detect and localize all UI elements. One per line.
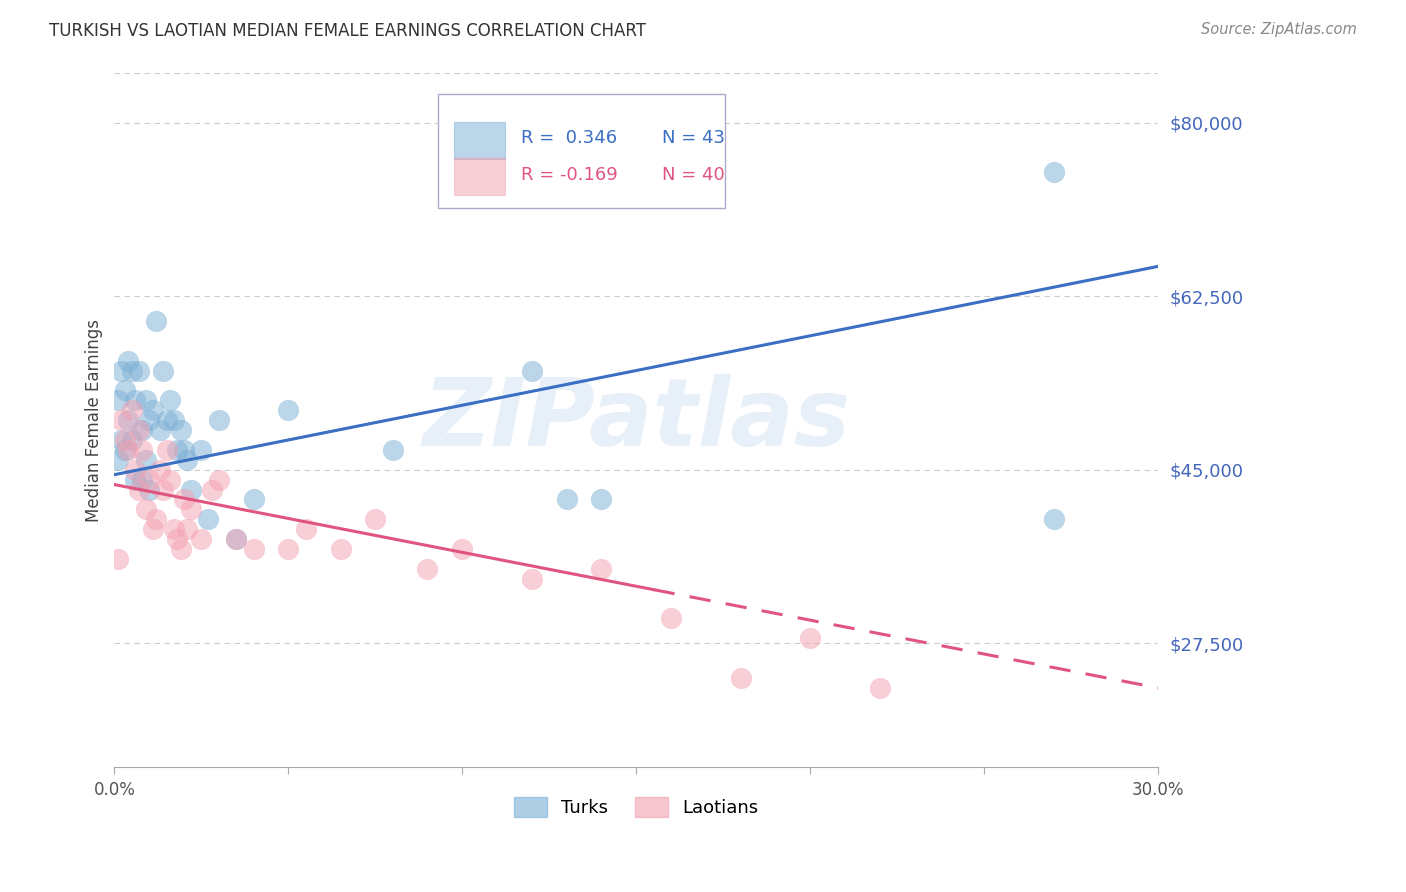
Point <box>142 403 165 417</box>
Point <box>107 552 129 566</box>
Point <box>277 403 299 417</box>
Point <box>242 542 264 557</box>
Point <box>124 393 146 408</box>
Point <box>208 473 231 487</box>
Point <box>138 413 160 427</box>
Point <box>166 532 188 546</box>
Text: TURKISH VS LAOTIAN MEDIAN FEMALE EARNINGS CORRELATION CHART: TURKISH VS LAOTIAN MEDIAN FEMALE EARNING… <box>49 22 647 40</box>
Point <box>152 363 174 377</box>
Point <box>180 483 202 497</box>
Point <box>201 483 224 497</box>
Point <box>110 363 132 377</box>
Point <box>110 413 132 427</box>
Point <box>124 473 146 487</box>
Point <box>149 463 172 477</box>
Point <box>225 532 247 546</box>
Point <box>242 492 264 507</box>
Text: Source: ZipAtlas.com: Source: ZipAtlas.com <box>1201 22 1357 37</box>
Point <box>114 384 136 398</box>
Text: R =  0.346: R = 0.346 <box>522 129 617 147</box>
Point <box>145 314 167 328</box>
Point <box>364 512 387 526</box>
Point <box>190 442 212 457</box>
Point <box>138 473 160 487</box>
Point <box>225 532 247 546</box>
Point <box>124 463 146 477</box>
Point <box>162 522 184 536</box>
Point <box>799 632 821 646</box>
Point <box>173 442 195 457</box>
Point <box>117 413 139 427</box>
Point <box>1042 165 1064 179</box>
Point <box>520 363 543 377</box>
Point <box>152 483 174 497</box>
Point <box>169 542 191 557</box>
Point <box>155 442 177 457</box>
Point <box>128 423 150 437</box>
Point <box>381 442 404 457</box>
Point <box>162 413 184 427</box>
Point <box>329 542 352 557</box>
Point <box>131 423 153 437</box>
Point <box>135 452 157 467</box>
Point <box>659 611 682 625</box>
FancyBboxPatch shape <box>454 158 505 195</box>
Point <box>135 502 157 516</box>
Point <box>197 512 219 526</box>
Point <box>107 393 129 408</box>
Point <box>416 562 439 576</box>
Point <box>117 353 139 368</box>
Point <box>1042 512 1064 526</box>
Point <box>121 363 143 377</box>
Point <box>149 423 172 437</box>
Point <box>128 363 150 377</box>
Point <box>155 413 177 427</box>
Point <box>145 512 167 526</box>
Point <box>730 671 752 685</box>
Point <box>117 442 139 457</box>
Point <box>294 522 316 536</box>
Point <box>173 492 195 507</box>
Text: N = 43: N = 43 <box>662 129 725 147</box>
FancyBboxPatch shape <box>454 122 505 160</box>
Point <box>131 442 153 457</box>
Point <box>555 492 578 507</box>
Point <box>591 492 613 507</box>
Point <box>166 442 188 457</box>
Point <box>869 681 891 695</box>
Point <box>110 433 132 447</box>
Point <box>121 403 143 417</box>
Point <box>169 423 191 437</box>
Point <box>591 562 613 576</box>
Point <box>176 522 198 536</box>
Legend: Turks, Laotians: Turks, Laotians <box>508 789 765 824</box>
Point <box>180 502 202 516</box>
Point <box>107 452 129 467</box>
Point <box>114 433 136 447</box>
Point <box>208 413 231 427</box>
Point <box>176 452 198 467</box>
Point <box>159 473 181 487</box>
Point <box>138 483 160 497</box>
Point <box>128 483 150 497</box>
Point <box>190 532 212 546</box>
Point <box>520 572 543 586</box>
Point <box>142 522 165 536</box>
Point <box>131 473 153 487</box>
Point <box>121 433 143 447</box>
Text: ZIPatlas: ZIPatlas <box>422 374 851 467</box>
FancyBboxPatch shape <box>437 94 725 209</box>
Text: R = -0.169: R = -0.169 <box>522 166 619 184</box>
Text: N = 40: N = 40 <box>662 166 725 184</box>
Point <box>451 542 474 557</box>
Y-axis label: Median Female Earnings: Median Female Earnings <box>86 318 103 522</box>
Point <box>159 393 181 408</box>
Point <box>277 542 299 557</box>
Point <box>114 442 136 457</box>
Point <box>135 393 157 408</box>
